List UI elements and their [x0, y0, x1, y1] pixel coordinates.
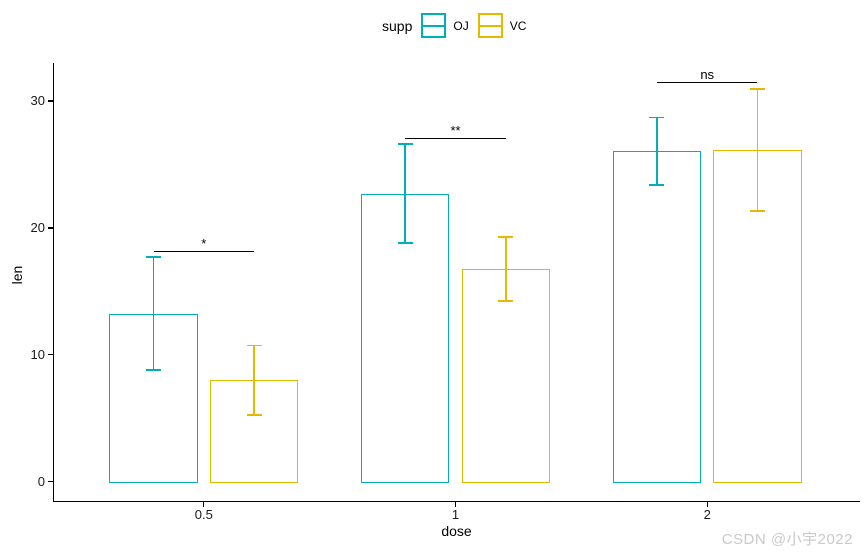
legend-title: supp: [382, 17, 413, 34]
bar-oj-dose-2: [612, 151, 702, 483]
x-tick-0.5: [203, 501, 205, 507]
errorbar-vc-dose-0.5-line: [253, 345, 255, 416]
watermark: CSDN @小宇2022: [721, 531, 853, 548]
significance-label-dose-0.5: *: [201, 235, 207, 251]
significance-line-dose-2: [656, 82, 758, 84]
legend-label-oj: OJ: [453, 18, 469, 33]
errorbar-oj-dose-2-cap-bottom: [649, 183, 665, 186]
errorbar-vc-dose-0.5-cap-bottom: [246, 414, 262, 416]
errorbar-oj-dose-2-line: [656, 117, 658, 185]
legend-entry-vc: VC: [477, 13, 527, 38]
errorbar-oj-dose-1-cap-bottom: [397, 242, 413, 245]
y-tick-0: [47, 480, 53, 483]
significance-label-dose-2: ns: [700, 67, 715, 83]
errorbar-vc-dose-0.5-cap-top: [246, 344, 262, 347]
legend-entry-oj: OJ: [421, 13, 469, 38]
y-axis-line: [53, 63, 55, 502]
legend-label-vc: VC: [509, 18, 527, 33]
errorbar-vc-dose-2-line: [756, 89, 759, 211]
significance-line-dose-0.5: [153, 250, 255, 253]
errorbar-vc-dose-2-cap-bottom: [750, 210, 765, 212]
errorbar-oj-dose-2-cap-top: [649, 116, 665, 119]
errorbar-oj-dose-1-cap-top: [397, 143, 413, 145]
legend: supp OJ VC: [382, 13, 526, 38]
errorbar-vc-dose-2-cap-top: [750, 88, 765, 90]
errorbar-vc-dose-1-line: [505, 236, 507, 301]
x-tick-label-0.5: 0.5: [194, 507, 213, 522]
errorbar-vc-dose-1-cap-top: [498, 236, 514, 238]
y-tick-label-20: 20: [30, 219, 45, 235]
x-axis-line: [53, 501, 860, 503]
y-tick-20: [47, 227, 53, 229]
y-tick-label-10: 10: [30, 346, 45, 362]
y-axis-title: len: [9, 265, 25, 285]
x-tick-label-2: 2: [703, 507, 711, 522]
errorbar-oj-dose-1-line: [404, 144, 406, 244]
errorbar-oj-dose-0.5-cap-top: [146, 256, 161, 258]
y-tick-label-0: 0: [37, 473, 45, 489]
legend-key-vc-icon: [477, 13, 503, 38]
x-axis-title: dose: [441, 523, 472, 539]
y-tick-10: [47, 354, 53, 356]
errorbar-oj-dose-0.5-cap-bottom: [146, 369, 161, 372]
significance-label-dose-1: **: [450, 122, 461, 138]
errorbar-vc-dose-1-cap-bottom: [498, 300, 514, 302]
legend-key-oj-icon: [421, 13, 447, 38]
x-tick-2: [706, 501, 708, 507]
significance-line-dose-1: [405, 137, 506, 140]
x-tick-label-1: 1: [451, 507, 460, 522]
y-tick-label-30: 30: [30, 93, 45, 109]
x-tick-1: [454, 501, 457, 507]
errorbar-oj-dose-0.5-line: [152, 257, 155, 371]
y-tick-30: [47, 100, 53, 102]
